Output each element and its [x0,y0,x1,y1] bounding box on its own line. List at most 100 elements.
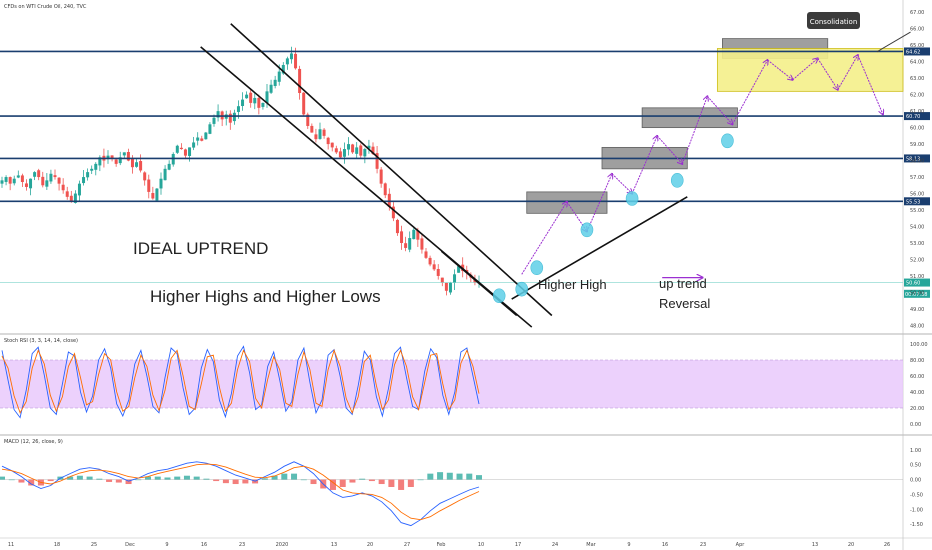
time-axis-tick: 13 [331,542,337,548]
ideal-uptrend-label: IDEAL UPTREND [133,239,268,258]
stoch-rsi-axis-tick: 0.00 [910,422,921,428]
levels-layer: 64.62 60.70 58.13 55.53 50.60 00:07:38 [0,47,930,298]
macd-histogram-bar [437,472,444,480]
reversal-label: Reversal [659,296,710,311]
indicators-layer [0,345,903,527]
candle-body [0,180,4,184]
candle-body [298,68,302,94]
candle-body [440,277,444,283]
candle-body [241,99,245,107]
time-axis-tick: Apr [736,542,746,548]
projection-arrow [767,59,793,80]
consolidation-leader-line [876,31,911,53]
candle-body [338,151,342,158]
time-axis-tick: 27 [404,542,410,548]
projection-arrow [681,96,707,165]
macd-histogram-bar [368,479,375,482]
macd-histogram-bar [329,479,336,490]
macd-axis-tick: 0.00 [910,478,921,484]
macd-histogram-bar [476,475,482,480]
candle-body [53,175,57,178]
candle-body [257,97,261,108]
chart-title: CFDs on WTI Crude Oil, 240, TVC [4,4,87,10]
level-price-tag [904,112,930,121]
candle-body [424,251,428,258]
macd-histogram-bar [203,478,210,480]
candle-body [65,191,69,197]
candle-body [86,172,90,178]
time-axis-tick: 23 [700,542,706,548]
rising-support-line [511,196,688,300]
candle-body [45,180,49,187]
macd-histogram-bar [0,476,5,480]
stoch-rsi-axis-tick: 40.00 [910,390,924,396]
candle-body [212,117,216,124]
candle-body [457,266,461,273]
candle-body [395,219,399,234]
higher-high-label: Higher High [538,277,607,292]
candle-body [232,112,236,122]
candle-body [118,157,122,164]
stoch-rsi-title: Stoch RSI (3, 3, 14, 14, close) [4,338,78,344]
time-axis-tick: Dec [125,542,135,548]
candle-body [175,145,179,153]
macd-histogram-bar [183,475,190,480]
candle-body [179,147,183,150]
countdown-label: 00:07:38 [905,292,927,298]
time-axis-tick: Feb [437,542,446,548]
macd-histogram-bar [310,479,317,485]
swing-point-circle [670,173,684,188]
consolidation-callout [807,12,860,29]
stoch-rsi-axis-tick: 60.00 [910,374,924,380]
candle-body [404,243,408,248]
projection-arrow [731,60,767,125]
candle-body [269,84,273,93]
stoch-rsi-axis-tick: 80.00 [910,358,924,364]
candle-body [126,151,130,161]
swing-point-circle [721,133,734,149]
candle-body [355,147,359,154]
candle-body [196,137,200,141]
candle-body [147,179,151,192]
projection-arrow [586,174,612,232]
swing-point-circle [530,260,544,276]
macd-axis-tick: -0.50 [910,492,923,498]
macd-histogram-bar [300,479,307,481]
resistance-zone [641,107,738,129]
candle-body [379,169,383,184]
swing-point-circle [625,191,639,206]
candle-body [183,149,187,156]
candle-body [265,91,269,104]
candle-body [61,184,65,191]
macd-histogram-bar [398,479,405,490]
candle-body [420,238,424,250]
time-axis-tick: 13 [812,542,818,548]
candle-body [387,193,391,207]
candle-body [12,178,16,184]
level-price-tag [904,154,930,163]
price-axis-tick: 55.00 [910,208,924,214]
time-axis-tick: 20 [848,542,854,548]
candle-body [448,282,452,293]
macd-axis-tick: -1.00 [910,507,923,513]
macd-axis-tick: 1.00 [910,448,921,454]
level-price-label: 58.13 [906,156,920,162]
level-price-label: 55.53 [906,199,920,205]
candle-body [20,175,24,183]
macd-histogram-bar [261,478,268,480]
macd-histogram-bar [271,475,278,480]
candle-body [135,162,139,167]
candle-body [400,231,404,243]
level-price-label: 60.70 [906,114,920,120]
projection-arrow [706,95,732,124]
candle-body [273,79,277,86]
candle-body [347,144,351,150]
candle-body [90,168,94,171]
candle-body [294,53,298,69]
projection-arrow [837,55,858,90]
time-axis-tick: 24 [552,542,558,548]
candle-body [371,146,375,154]
candle-body [453,274,457,283]
price-axis-tick: 51.00 [910,274,924,280]
price-axis-tick: 57.00 [910,175,924,181]
